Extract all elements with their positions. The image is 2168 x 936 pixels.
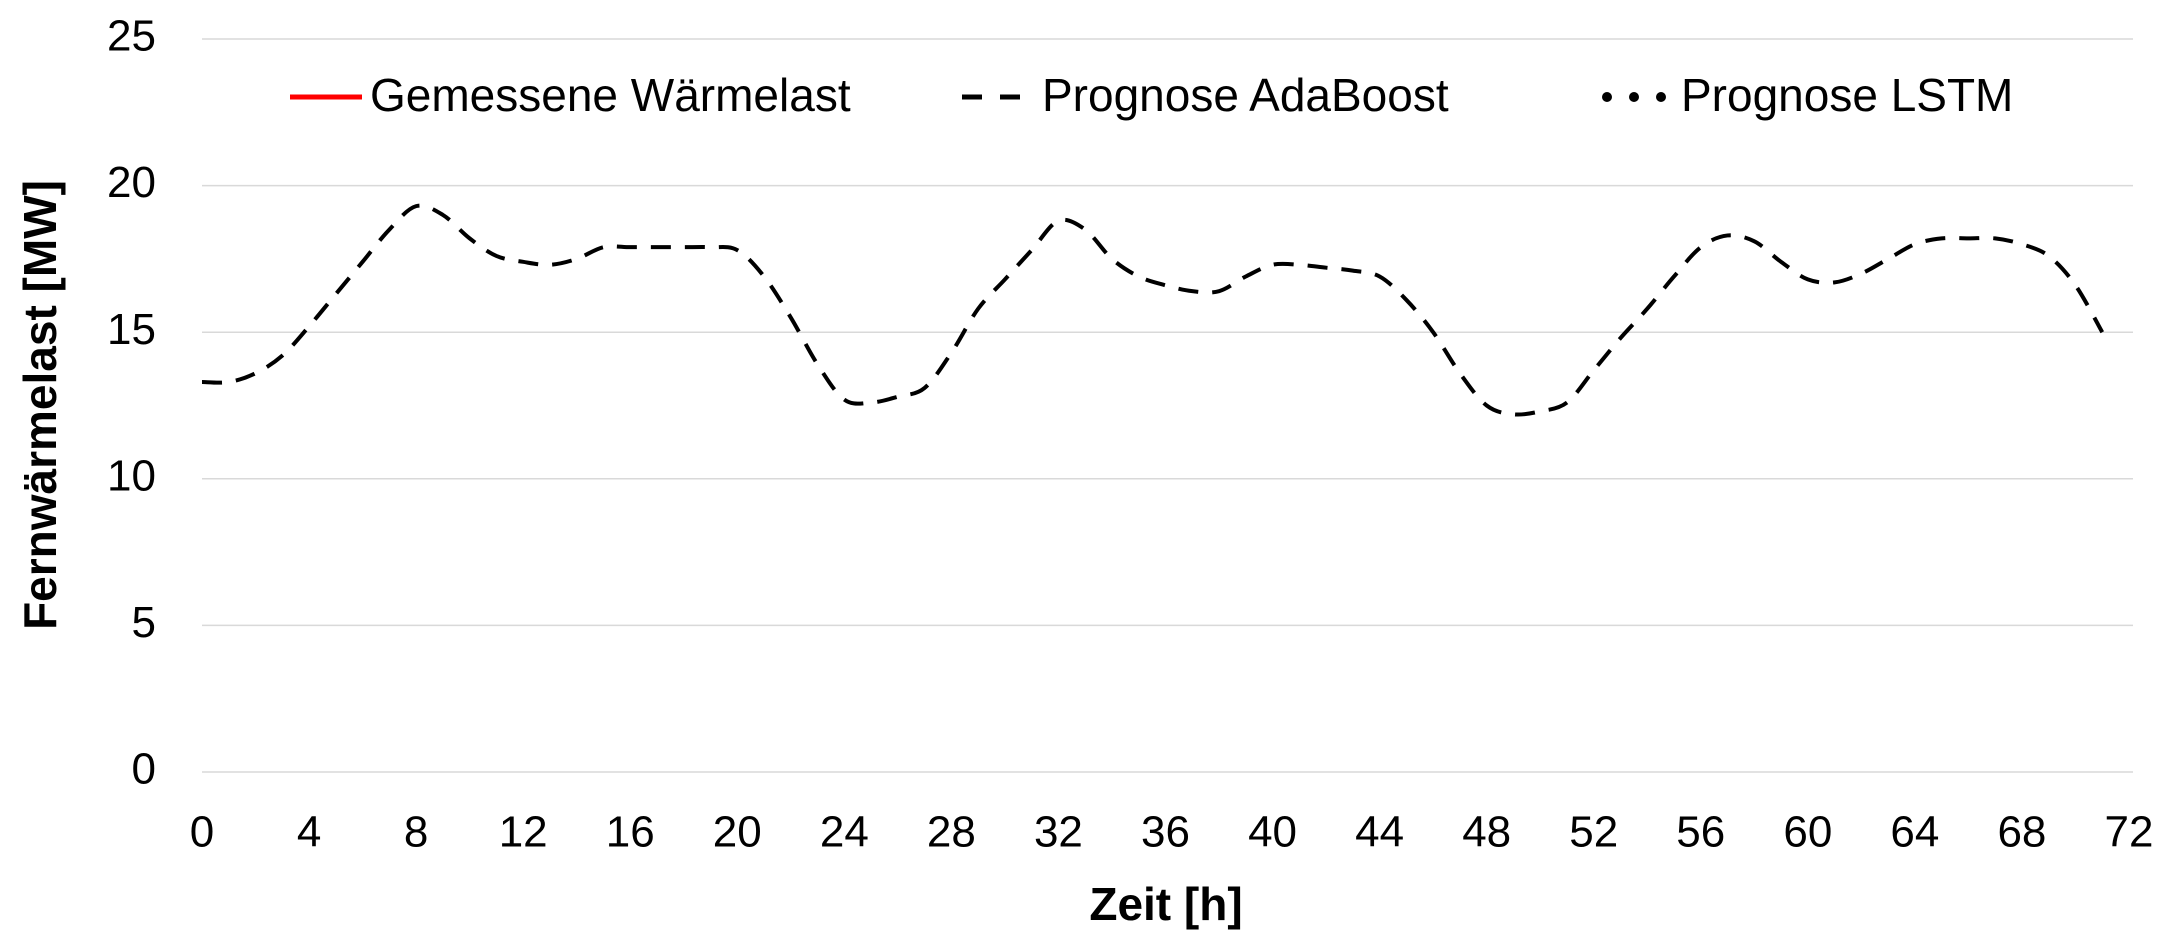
y-tick-label: 20: [107, 158, 156, 207]
x-tick-label: 40: [1248, 808, 1297, 857]
x-tick-label: 48: [1462, 808, 1511, 857]
x-tick-label: 52: [1569, 808, 1618, 857]
x-tick-label: 60: [1783, 808, 1832, 857]
x-tick-label: 12: [499, 808, 548, 857]
y-tick-label: 25: [107, 12, 156, 61]
x-tick-label: 44: [1355, 808, 1404, 857]
y-tick-label: 15: [107, 305, 156, 354]
y-tick-label: 5: [132, 598, 156, 647]
x-tick-label: 8: [404, 808, 428, 857]
x-tick-label: 0: [190, 808, 214, 857]
x-tick-label: 68: [1997, 808, 2046, 857]
y-tick-label: 0: [132, 745, 156, 794]
series-line: [201, 203, 2104, 417]
legend-label: Gemessene Wärmelast: [370, 69, 851, 121]
x-axis-title: Zeit [h]: [1089, 878, 1242, 930]
x-tick-label: 24: [820, 808, 869, 857]
legend-label: Prognose LSTM: [1681, 69, 2013, 121]
x-tick-label: 16: [606, 808, 655, 857]
legend-label: Prognose AdaBoost: [1042, 69, 1449, 121]
x-tick-label: 20: [713, 808, 762, 857]
x-tick-label: 32: [1034, 808, 1083, 857]
x-tick-label: 28: [927, 808, 976, 857]
x-tick-label: 72: [2105, 808, 2154, 857]
y-axis-title: Fernwärmelast [MW]: [14, 180, 66, 630]
x-tick-label: 56: [1676, 808, 1725, 857]
x-tick-label: 36: [1141, 808, 1190, 857]
y-tick-label: 10: [107, 451, 156, 500]
x-tick-label: 64: [1890, 808, 1939, 857]
x-tick-label: 4: [297, 808, 321, 857]
